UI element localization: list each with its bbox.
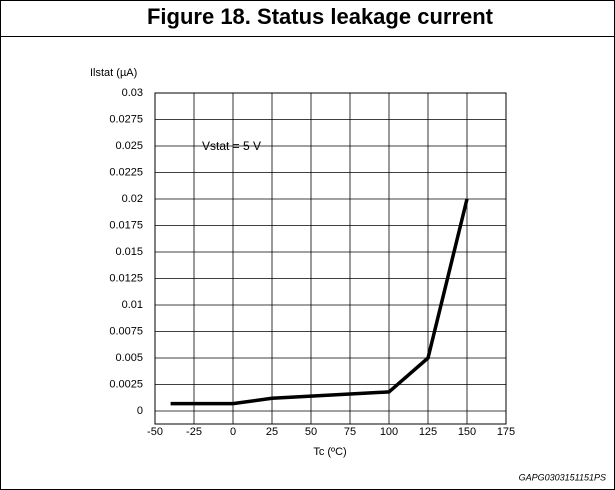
y-tick-label: 0.005 <box>115 352 143 364</box>
y-tick-label: 0.0225 <box>109 166 143 178</box>
y-tick-label: 0.0025 <box>109 378 143 390</box>
y-tick-label: 0.025 <box>115 140 143 152</box>
chart-title: Figure 18. Status leakage current <box>147 4 494 29</box>
x-tick-label: 75 <box>344 426 356 438</box>
x-tick-label: -50 <box>147 426 163 438</box>
y-tick-label: 0.0175 <box>109 219 143 231</box>
x-tick-label: 100 <box>380 426 398 438</box>
y-tick-label: 0.0275 <box>109 113 143 125</box>
y-axis-label: Ilstat (µA) <box>90 67 137 79</box>
x-tick-label: 150 <box>458 426 476 438</box>
x-tick-label: 50 <box>305 426 317 438</box>
y-tick-label: 0.0125 <box>109 272 143 284</box>
x-axis-label: Tc (ºC) <box>313 446 346 458</box>
x-tick-label: 175 <box>497 426 515 438</box>
y-tick-label: 0.015 <box>115 246 143 258</box>
x-tick-label: 125 <box>419 426 437 438</box>
plot-border <box>154 92 507 425</box>
y-tick-label: 0 <box>137 405 143 417</box>
x-tick-label: 0 <box>230 426 236 438</box>
x-tick-label: 25 <box>266 426 278 438</box>
x-tick-label: -25 <box>186 426 202 438</box>
y-tick-label: 0.0075 <box>109 325 143 337</box>
data-line <box>170 198 469 406</box>
y-tick-label: 0.03 <box>122 87 143 99</box>
figure-code: GAPG0303151151PS <box>519 472 606 482</box>
y-tick-label: 0.01 <box>122 299 143 311</box>
y-tick-label: 0.02 <box>122 193 143 205</box>
